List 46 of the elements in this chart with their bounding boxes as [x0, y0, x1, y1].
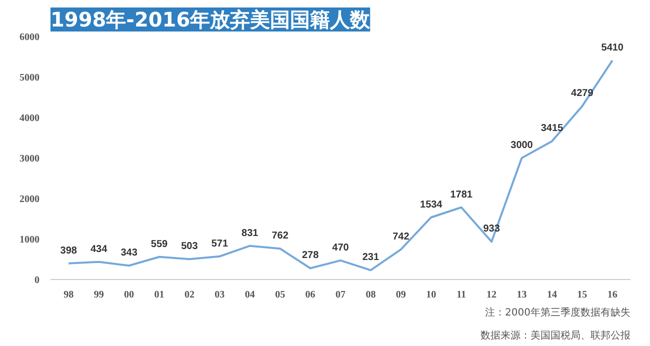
x-tick-label: 09: [396, 290, 406, 300]
data-label: 434: [90, 244, 108, 255]
data-label: 1781: [450, 189, 473, 200]
x-tick-label: 04: [244, 290, 255, 300]
data-label: 742: [392, 231, 410, 242]
x-tick-label: 05: [275, 290, 286, 300]
x-tick-label: 98: [64, 290, 74, 300]
y-tick-label: 5000: [20, 72, 40, 84]
data-label: 503: [181, 241, 198, 252]
data-label: 470: [332, 242, 350, 254]
x-tick-label: 15: [577, 290, 588, 300]
x-tick-label: 10: [426, 290, 436, 300]
x-tick-label: 16: [607, 290, 618, 300]
x-tick-label: 14: [546, 290, 557, 300]
x-tick-label: 03: [214, 290, 225, 300]
y-tick-label: 1000: [20, 234, 40, 246]
x-tick-label: 13: [516, 290, 527, 300]
x-tick-label: 12: [486, 290, 497, 300]
data-label: 343: [120, 248, 138, 259]
data-label: 1534: [420, 199, 443, 210]
x-tick-label: 07: [336, 290, 346, 300]
source-note: 数据来源：美国国税局、联邦公报: [480, 330, 630, 342]
data-label: 762: [272, 230, 289, 242]
y-tick-label: 2000: [20, 194, 40, 205]
data-label: 398: [60, 245, 78, 256]
data-label: 831: [242, 228, 259, 239]
x-tick-label: 00: [124, 290, 134, 300]
x-tick-label: 02: [184, 290, 194, 300]
x-tick-label: 06: [305, 290, 316, 300]
x-tick-label: 99: [94, 290, 104, 300]
chart-title: 1998年-2016年放弃美国国籍人数: [50, 8, 372, 32]
data-label: 278: [302, 250, 320, 262]
data-label: 559: [150, 238, 168, 250]
y-tick-label: 0: [34, 275, 40, 286]
data-label: 5410: [601, 42, 624, 54]
x-tick-label: 01: [154, 290, 164, 300]
data-label: 3415: [540, 123, 564, 134]
data-label: 231: [362, 252, 380, 264]
x-tick-label: 11: [456, 290, 466, 300]
y-tick-label: 3000: [20, 154, 40, 164]
y-tick-label: 6000: [20, 32, 40, 43]
x-tick-label: 08: [366, 290, 376, 300]
text: 注：2000年第三季度数据有缺失: [485, 306, 631, 318]
data-label: 571: [211, 238, 228, 250]
y-tick-label: 4000: [20, 113, 40, 124]
data-label: 3000: [510, 140, 534, 151]
